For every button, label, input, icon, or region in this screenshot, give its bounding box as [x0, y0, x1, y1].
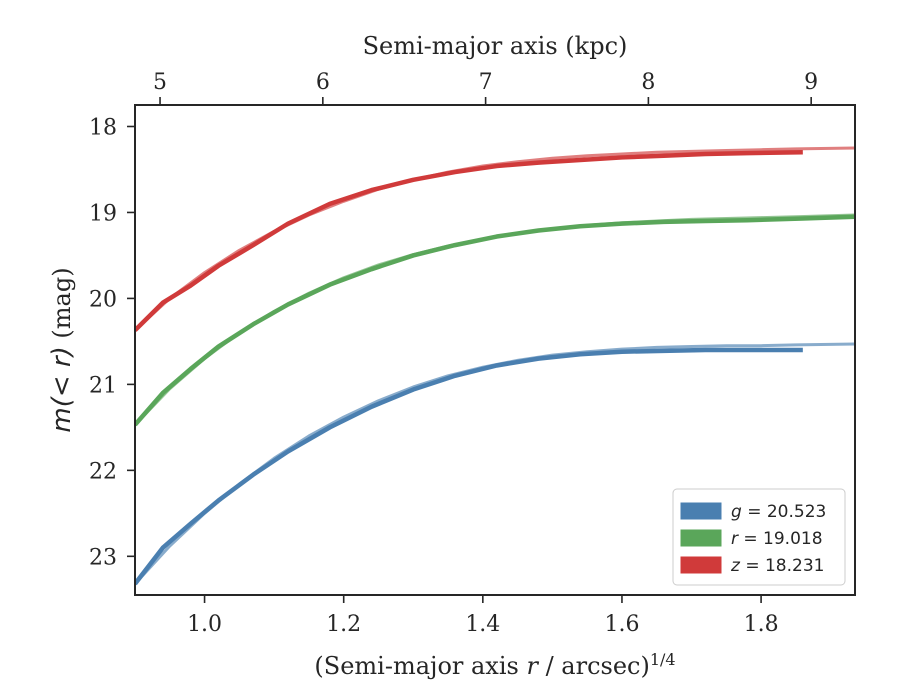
x-tick-label: 1.6 — [604, 612, 639, 637]
x-axis-title: (Semi-major axis r / arcsec)1/4 — [314, 650, 675, 681]
legend-swatch-z — [680, 556, 722, 574]
x-tick-label: 1.0 — [187, 612, 222, 637]
x-axis-title-mid: / arcsec) — [538, 652, 650, 680]
legend: g = 20.523 r = 19.018 z = 18.231 — [672, 488, 846, 586]
x-axis-title-sup: 1/4 — [650, 650, 676, 669]
y-axis-title-math: m(< r) — [47, 346, 77, 432]
y-tick-label: 23 — [89, 545, 117, 570]
x-axis-title-prefix: (Semi-major axis — [314, 652, 526, 680]
top-x-tick-label: 7 — [479, 70, 493, 95]
top-x-axis-title: Semi-major axis (kpc) — [363, 32, 628, 60]
top-x-tick-label: 5 — [153, 70, 167, 95]
x-tick-label: 1.8 — [744, 612, 779, 637]
x-axis-title-var: r — [526, 652, 539, 680]
legend-label-z: z = 18.231 — [730, 556, 824, 576]
y-tick-label: 20 — [89, 287, 117, 312]
top-x-tick-label: 8 — [641, 70, 655, 95]
ticks: 1.0 1.2 1.4 1.6 1.8 18 19 20 21 22 23 5 6 7 8 9 — [89, 70, 818, 637]
legend-swatch-g — [680, 502, 722, 520]
top-x-tick-label: 9 — [804, 70, 818, 95]
plot-frame — [134, 104, 856, 596]
series-g-line — [135, 347, 803, 586]
x-tick-label: 1.4 — [465, 612, 500, 637]
series-r-line — [135, 214, 855, 427]
top-x-tick-label: 6 — [316, 70, 330, 95]
series-z-line — [135, 150, 803, 332]
plot-area — [135, 146, 855, 586]
y-axis-title: m(< r) (mag) — [47, 267, 77, 432]
y-tick-label: 18 — [89, 115, 117, 140]
y-axis-title-unit: (mag) — [48, 267, 76, 346]
legend-label-r: r = 19.018 — [731, 529, 823, 549]
legend-swatch-r — [680, 529, 722, 547]
y-tick-label: 21 — [89, 373, 117, 398]
y-tick-label: 19 — [89, 201, 117, 226]
legend-label-g: g = 20.523 — [731, 502, 826, 522]
x-tick-label: 1.2 — [326, 612, 361, 637]
y-tick-label: 22 — [89, 459, 117, 484]
